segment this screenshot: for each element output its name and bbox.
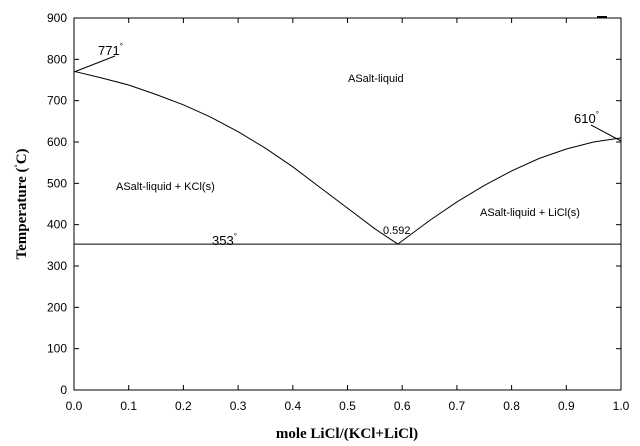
kcl-region-label: ASalt-liquid + KCl(s) <box>116 181 215 193</box>
y-tick-label: 300 <box>47 259 67 273</box>
licl-region-label: ASalt-liquid + LiCl(s) <box>480 207 580 219</box>
x-tick-label: 0.8 <box>503 399 520 413</box>
degree-mark: ° <box>596 110 599 119</box>
licl-melting-point-value: 610 <box>574 111 596 126</box>
y-tick-label: 100 <box>47 342 67 356</box>
eutectic-temperature-label: 353° <box>212 232 237 248</box>
phase-boundary-line-2 <box>397 137 622 245</box>
y-tick-label: 900 <box>47 11 67 25</box>
x-tick-label: 1.0 <box>613 399 630 413</box>
kcl-mp-leader <box>73 55 116 73</box>
eutectic-composition-label: 0.592 <box>383 225 411 237</box>
degree-mark: ° <box>120 42 123 51</box>
licl-mp-leader <box>590 124 622 142</box>
y-axis-title-main: Temperature ( <box>14 167 30 259</box>
x-tick-label: 0.4 <box>284 399 301 413</box>
x-axis-title: mole LiCl/(KCl+LiCl) <box>276 426 418 442</box>
licl-melting-point-label: 610° <box>574 110 599 126</box>
x-tick-label: 0.7 <box>449 399 466 413</box>
phase-boundary-line-1 <box>73 70 399 245</box>
phase-boundary-curves <box>73 70 622 245</box>
x-tick-label: 0.2 <box>175 399 192 413</box>
x-tick-label: 0.6 <box>394 399 411 413</box>
x-tick-label: 0.5 <box>339 399 356 413</box>
y-tick-label: 0 <box>60 383 67 397</box>
kcl-melting-point-label: 771° <box>98 42 123 58</box>
axis-tick-labels: 0.0 0.1 0.2 0.3 0.4 0.5 0.6 0.7 0.8 0.9 1.0 0 100 200… <box>47 11 630 413</box>
y-tick-label: 600 <box>47 135 67 149</box>
eutectic-temperature-value: 353 <box>212 233 234 248</box>
x-tick-label: 0.1 <box>120 399 137 413</box>
y-axis-title: Temperature (°C) <box>13 148 30 259</box>
y-axis-unit: C) <box>14 148 30 164</box>
y-tick-label: 400 <box>47 218 67 232</box>
y-tick-label: 200 <box>47 300 67 314</box>
y-tick-label: 500 <box>47 176 67 190</box>
y-tick-label: 700 <box>47 94 67 108</box>
kcl-melting-point-value: 771 <box>98 43 120 58</box>
y-tick-label: 800 <box>47 52 67 66</box>
x-tick-label: 0.3 <box>230 399 247 413</box>
liquid-region-label: ASalt-liquid <box>348 73 404 85</box>
corner-mark <box>597 16 607 18</box>
degree-mark: ° <box>234 232 237 241</box>
axis-ticks <box>73 17 622 391</box>
x-tick-label: 0.9 <box>558 399 575 413</box>
y-axis-degree: ° <box>13 164 22 167</box>
x-tick-label: 0.0 <box>66 399 83 413</box>
